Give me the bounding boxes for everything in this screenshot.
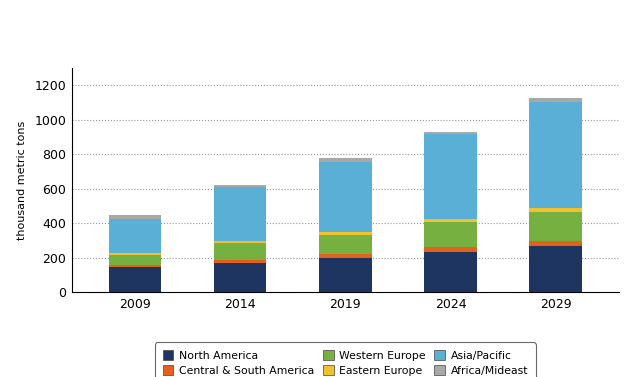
Bar bbox=[424, 247, 477, 251]
Bar bbox=[214, 185, 266, 187]
Bar bbox=[109, 265, 161, 267]
Bar bbox=[109, 255, 161, 265]
Bar bbox=[109, 215, 161, 219]
Bar bbox=[319, 257, 372, 292]
Bar bbox=[214, 241, 266, 243]
Bar bbox=[214, 187, 266, 241]
Legend: North America, Central & South America, Western Europe, Eastern Europe, Asia/Pac: North America, Central & South America, … bbox=[155, 342, 536, 377]
Bar bbox=[424, 222, 477, 247]
Bar bbox=[424, 251, 477, 292]
Bar bbox=[109, 253, 161, 255]
Bar bbox=[109, 267, 161, 292]
Bar bbox=[424, 132, 477, 134]
Bar bbox=[214, 243, 266, 260]
Bar bbox=[529, 212, 582, 241]
Bar bbox=[319, 235, 372, 254]
Y-axis label: thousand metric tons: thousand metric tons bbox=[18, 120, 28, 240]
Text: (thousand metric tons): (thousand metric tons) bbox=[169, 41, 309, 52]
Text: Freedonia: Freedonia bbox=[511, 26, 580, 39]
Bar bbox=[319, 162, 372, 232]
Bar bbox=[319, 232, 372, 235]
Text: Global Thermoplastic Elastomer Demand in Adhesives, Sealants, & Coatings by Regi: Global Thermoplastic Elastomer Demand in… bbox=[8, 15, 619, 25]
Bar bbox=[109, 219, 161, 253]
Bar bbox=[529, 247, 582, 292]
Bar bbox=[214, 263, 266, 292]
Bar bbox=[319, 158, 372, 162]
Bar bbox=[529, 98, 582, 101]
Bar bbox=[529, 241, 582, 247]
Bar bbox=[529, 208, 582, 212]
Bar bbox=[424, 134, 477, 219]
Bar bbox=[529, 101, 582, 208]
Bar bbox=[214, 260, 266, 263]
Bar bbox=[424, 219, 477, 222]
Bar bbox=[319, 254, 372, 257]
